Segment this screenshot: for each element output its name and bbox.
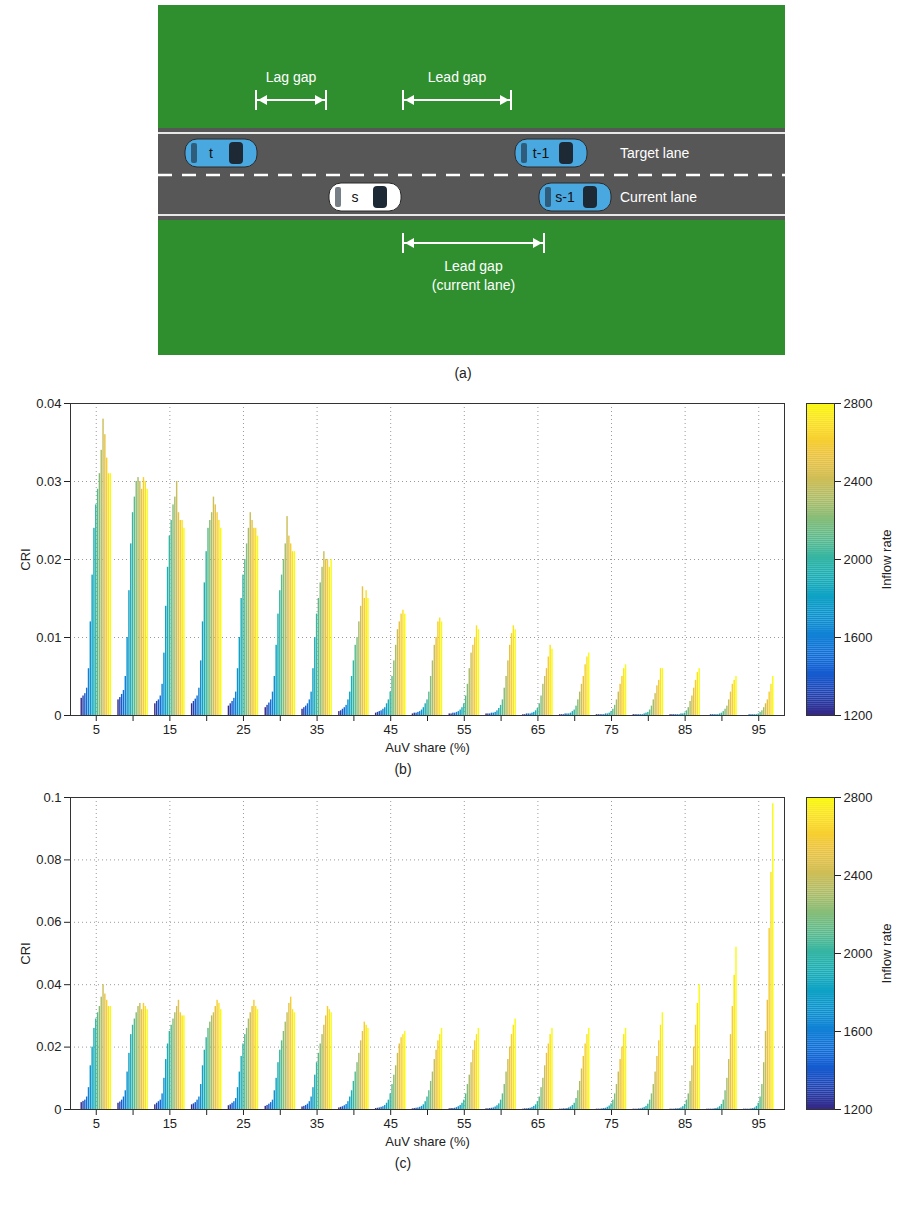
- svg-text:Lead gap: Lead gap: [444, 258, 503, 274]
- svg-text:0.02: 0.02: [36, 1039, 61, 1054]
- svg-text:5: 5: [93, 1116, 100, 1131]
- svg-text:1200: 1200: [844, 1102, 873, 1117]
- svg-text:2000: 2000: [844, 552, 873, 567]
- svg-text:s: s: [352, 189, 359, 205]
- svg-text:1600: 1600: [844, 630, 873, 645]
- svg-text:2400: 2400: [844, 868, 873, 883]
- html-text:(c): (c): [394, 1155, 412, 1171]
- svg-text:55: 55: [457, 1116, 471, 1131]
- svg-text:0: 0: [54, 708, 61, 723]
- svg-text:15: 15: [163, 722, 177, 737]
- svg-text:15: 15: [163, 1116, 177, 1131]
- svg-text:0.01: 0.01: [36, 630, 61, 645]
- svg-text:0.04: 0.04: [36, 396, 61, 411]
- svg-text:t-1: t-1: [533, 145, 550, 161]
- svg-text:95: 95: [752, 722, 766, 737]
- svg-text:85: 85: [678, 1116, 692, 1131]
- svg-text:Inflow rate: Inflow rate: [879, 530, 894, 590]
- svg-text:0: 0: [54, 1102, 61, 1117]
- svg-text:45: 45: [383, 1116, 397, 1131]
- svg-text:5: 5: [93, 722, 100, 737]
- svg-text:0.08: 0.08: [36, 852, 61, 867]
- svg-text:75: 75: [604, 1116, 618, 1131]
- svg-text:AuV share (%): AuV share (%): [385, 1134, 470, 1149]
- svg-text:35: 35: [310, 1116, 324, 1131]
- svg-text:65: 65: [531, 722, 545, 737]
- svg-text:45: 45: [383, 722, 397, 737]
- svg-text:2800: 2800: [844, 790, 873, 805]
- svg-text:1200: 1200: [844, 708, 873, 723]
- svg-text:(a): (a): [454, 365, 471, 381]
- svg-text:75: 75: [604, 722, 618, 737]
- svg-text:CRI: CRI: [18, 942, 33, 964]
- svg-text:1600: 1600: [844, 1024, 873, 1039]
- svg-text:s-1: s-1: [555, 189, 575, 205]
- svg-text:Lag gap: Lag gap: [266, 69, 317, 85]
- svg-text:0.06: 0.06: [36, 914, 61, 929]
- svg-text:2000: 2000: [844, 946, 873, 961]
- svg-text:Lead gap: Lead gap: [428, 69, 487, 85]
- svg-text:2800: 2800: [844, 396, 873, 411]
- svg-text:(current lane): (current lane): [432, 277, 515, 293]
- svg-text:CRI: CRI: [18, 548, 33, 570]
- svg-text:t: t: [209, 145, 213, 161]
- svg-text:0.03: 0.03: [36, 474, 61, 489]
- html-text:(b): (b): [394, 761, 412, 777]
- svg-text:65: 65: [531, 1116, 545, 1131]
- svg-text:0.1: 0.1: [43, 790, 61, 805]
- svg-text:Current lane: Current lane: [620, 189, 697, 205]
- svg-text:0.04: 0.04: [36, 977, 61, 992]
- svg-text:25: 25: [236, 1116, 250, 1131]
- svg-text:95: 95: [752, 1116, 766, 1131]
- svg-text:0.02: 0.02: [36, 552, 61, 567]
- svg-text:Target lane: Target lane: [620, 145, 689, 161]
- svg-text:25: 25: [236, 722, 250, 737]
- svg-text:85: 85: [678, 722, 692, 737]
- svg-text:Inflow rate: Inflow rate: [879, 924, 894, 984]
- svg-text:35: 35: [310, 722, 324, 737]
- svg-text:55: 55: [457, 722, 471, 737]
- svg-text:AuV share (%): AuV share (%): [385, 740, 470, 755]
- svg-text:2400: 2400: [844, 474, 873, 489]
